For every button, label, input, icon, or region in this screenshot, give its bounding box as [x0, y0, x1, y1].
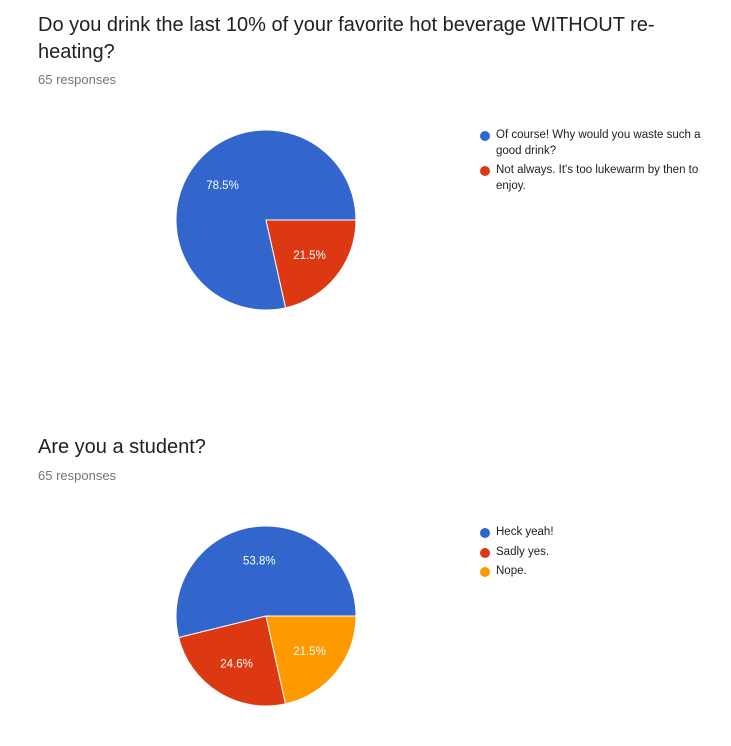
question-card-beverage: Do you drink the last 10% of your favori…	[38, 14, 720, 311]
slice-value-label: 78.5%	[206, 180, 239, 192]
pie-chart[interactable]: 53.8% 24.6% 21.5%	[175, 525, 357, 707]
legend-label: Heck yeah!	[496, 526, 554, 538]
pie-slice[interactable]	[265, 615, 357, 705]
legend-item[interactable]: Of course! Why would you waste such a go…	[480, 128, 720, 159]
chart-legend: Heck yeah! Sadly yes. Nope.	[480, 525, 720, 584]
response-count: 65 responses	[38, 468, 117, 483]
chart-legend: Of course! Why would you waste such a go…	[480, 128, 720, 198]
legend-item[interactable]: Not always. It's too lukewarm by then to…	[480, 163, 720, 194]
pie-slice[interactable]	[175, 525, 357, 639]
legend-swatch	[480, 567, 490, 577]
response-count: 65 responses	[38, 72, 117, 87]
legend-swatch	[480, 166, 490, 176]
legend-item[interactable]: Sadly yes.	[480, 545, 720, 561]
legend-label: Nope.	[496, 565, 527, 577]
legend-label: Sadly yes.	[496, 545, 550, 558]
pie-slice[interactable]	[178, 615, 287, 707]
question-title: Do you drink the last 10% of your favori…	[38, 14, 655, 63]
slice-value-label: 21.5%	[293, 250, 326, 262]
legend-swatch	[480, 547, 490, 558]
legend-item[interactable]: Heck yeah!	[480, 525, 720, 541]
legend-label: Not always. It's too lukewarm by then to…	[496, 164, 699, 192]
slice-value-label: 21.5%	[293, 646, 326, 658]
legend-item[interactable]: Nope.	[480, 564, 720, 580]
legend-swatch	[480, 528, 490, 538]
pie-slice[interactable]	[265, 219, 357, 309]
pie-chart[interactable]: 78.5% 21.5%	[175, 129, 357, 311]
question-title: Are you a student?	[38, 436, 206, 458]
question-card-student: Are you a student? 65 responses 53.8% 24.…	[0, 430, 731, 746]
legend-swatch	[480, 131, 490, 141]
slice-value-label: 53.8%	[243, 556, 276, 568]
slice-value-label: 24.6%	[220, 658, 253, 670]
legend-label: Of course! Why would you waste such a go…	[496, 129, 701, 157]
